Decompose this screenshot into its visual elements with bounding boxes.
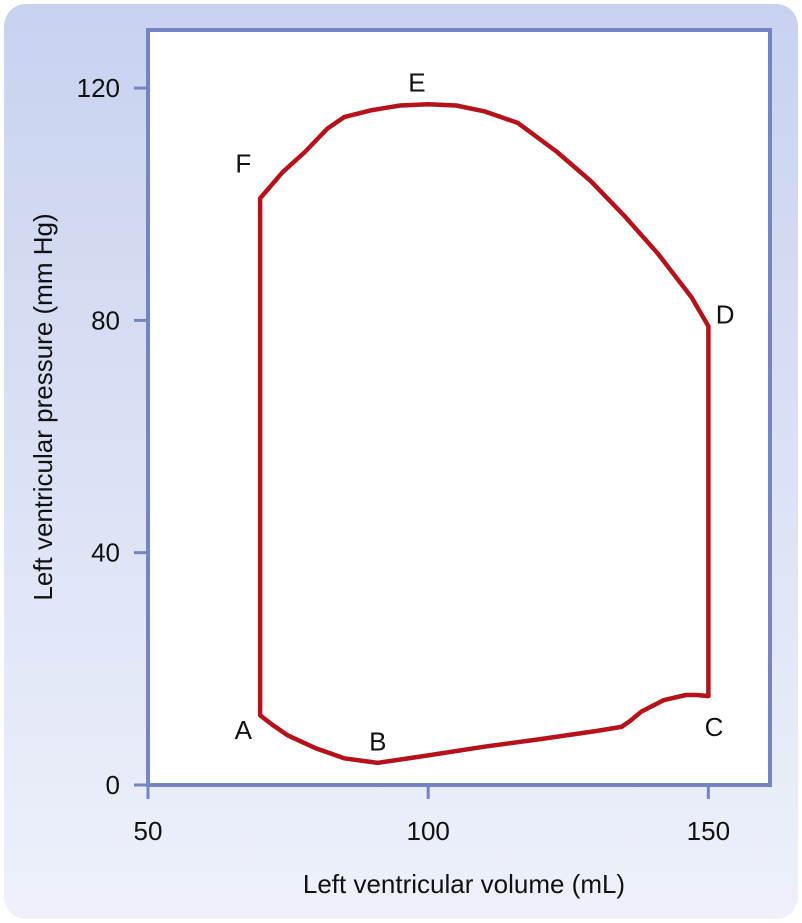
y-tick-label: 0 xyxy=(106,770,120,800)
point-label-b: B xyxy=(369,726,386,756)
y-tick-label: 120 xyxy=(77,73,120,103)
x-axis-label: Left ventricular volume (mL) xyxy=(303,869,625,899)
point-labels: A B C D E F xyxy=(235,67,735,756)
point-label-c: C xyxy=(705,712,724,742)
x-tick-label: 100 xyxy=(406,816,449,846)
point-label-a: A xyxy=(235,715,253,745)
point-label-e: E xyxy=(408,67,425,97)
pressure-volume-loop xyxy=(257,102,711,766)
y-tick-label: 80 xyxy=(91,305,120,335)
point-label-f: F xyxy=(235,149,251,179)
y-axis-label: Left ventricular pressure (mm Hg) xyxy=(28,213,58,600)
plot-area xyxy=(146,28,772,787)
y-tick-label: 40 xyxy=(91,538,120,568)
x-tick-label: 150 xyxy=(687,816,730,846)
axis-ticks: 50 100 150 0 40 80 120 xyxy=(77,73,730,846)
x-tick-label: 50 xyxy=(134,816,163,846)
series-layer xyxy=(257,102,711,766)
point-label-d: D xyxy=(716,300,735,330)
